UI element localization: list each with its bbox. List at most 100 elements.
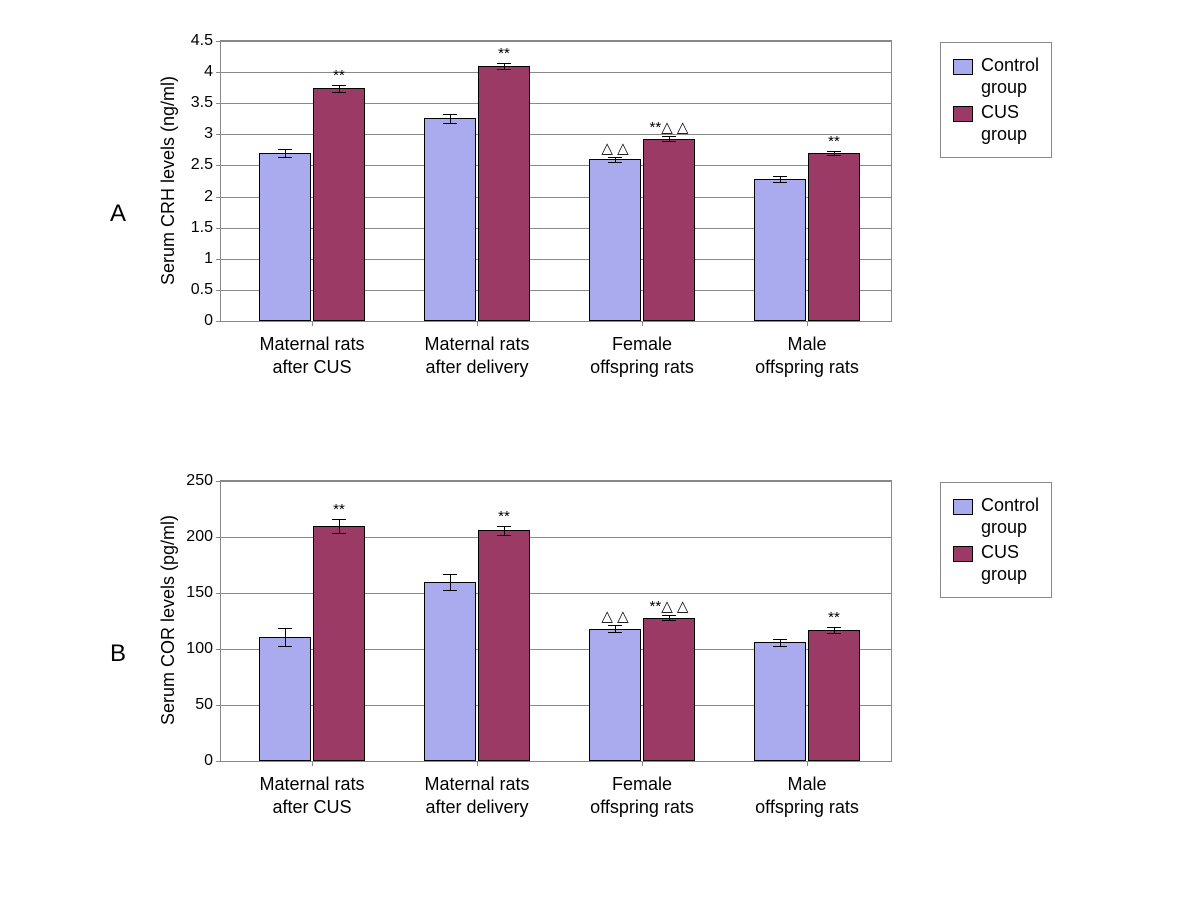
error-cap: [497, 63, 511, 64]
y-tick-label: 0: [204, 752, 221, 770]
y-tick-label: 4.5: [191, 32, 221, 50]
significance-marker: △ △: [601, 607, 628, 625]
gridline: [221, 72, 891, 73]
error-cap: [827, 633, 841, 634]
panel-a-legend: Control group CUS group: [940, 42, 1052, 158]
x-category-label: Maternal ratsafter CUS: [259, 321, 364, 378]
panel-a-chart: 00.511.522.533.544.5Maternal ratsafter C…: [220, 40, 892, 322]
panel-a-label: A: [110, 200, 126, 228]
error-bar: [450, 114, 451, 123]
error-cap: [497, 535, 511, 536]
x-category-label: Maternal ratsafter delivery: [424, 321, 529, 378]
legend-item-control-b: Control group: [953, 495, 1039, 538]
x-category-label: Femaleoffspring rats: [590, 321, 694, 378]
bar: [259, 153, 311, 321]
bar: [313, 88, 365, 321]
error-cap: [332, 533, 346, 534]
error-bar: [339, 85, 340, 92]
error-cap: [332, 519, 346, 520]
error-cap: [608, 157, 622, 158]
bar: [589, 629, 641, 761]
error-cap: [278, 157, 292, 158]
y-tick-label: 0: [204, 312, 221, 330]
bar: [808, 630, 860, 761]
legend-item-cus-b: CUS group: [953, 542, 1039, 585]
error-cap: [773, 176, 787, 177]
y-tick-label: 4: [204, 63, 221, 81]
bar: [754, 179, 806, 321]
significance-marker: **: [828, 609, 840, 626]
y-tick-label: 150: [186, 584, 221, 602]
error-cap: [278, 628, 292, 629]
error-bar: [285, 149, 286, 156]
error-cap: [827, 627, 841, 628]
error-cap: [662, 141, 676, 142]
legend-swatch-cus-b: [953, 546, 973, 562]
y-tick-label: 250: [186, 472, 221, 490]
y-tick-label: 0.5: [191, 281, 221, 299]
panel-a-y-title: Serum CRH levels (ng/ml): [158, 45, 179, 315]
error-bar: [780, 639, 781, 646]
bar: [643, 139, 695, 321]
bar: [478, 66, 530, 321]
error-cap: [662, 615, 676, 616]
significance-marker: **△ △: [650, 597, 689, 615]
y-tick-label: 2.5: [191, 156, 221, 174]
error-cap: [827, 151, 841, 152]
x-category-label: Maleoffspring rats: [755, 761, 859, 818]
legend-swatch-control-b: [953, 499, 973, 515]
significance-marker: **: [498, 508, 510, 525]
error-cap: [278, 646, 292, 647]
x-category-label: Maleoffspring rats: [755, 321, 859, 378]
error-cap: [497, 69, 511, 70]
error-bar: [285, 628, 286, 646]
bar: [313, 526, 365, 761]
legend-label-control: Control group: [981, 55, 1039, 98]
significance-marker: **△ △: [650, 118, 689, 136]
significance-marker: **: [333, 501, 345, 518]
y-tick-label: 1.5: [191, 219, 221, 237]
x-category-label: Maternal ratsafter CUS: [259, 761, 364, 818]
error-cap: [332, 85, 346, 86]
y-tick-label: 3: [204, 125, 221, 143]
legend-item-control: Control group: [953, 55, 1039, 98]
y-tick-label: 200: [186, 528, 221, 546]
error-cap: [443, 590, 457, 591]
error-cap: [497, 526, 511, 527]
error-bar: [450, 574, 451, 590]
error-cap: [608, 162, 622, 163]
y-tick-label: 2: [204, 188, 221, 206]
error-bar: [615, 625, 616, 632]
error-cap: [662, 620, 676, 621]
significance-marker: △ △: [601, 139, 628, 157]
error-cap: [443, 123, 457, 124]
panel-b-label: B: [110, 640, 126, 668]
gridline: [221, 481, 891, 482]
bar: [589, 159, 641, 321]
y-tick-label: 100: [186, 640, 221, 658]
panel-b-y-title: Serum COR levels (pg/ml): [158, 485, 179, 755]
error-cap: [332, 92, 346, 93]
y-tick-label: 1: [204, 250, 221, 268]
error-bar: [834, 627, 835, 634]
y-tick-label: 50: [195, 696, 221, 714]
error-cap: [443, 574, 457, 575]
error-cap: [662, 136, 676, 137]
error-cap: [608, 625, 622, 626]
legend-label-cus-b: CUS group: [981, 542, 1027, 585]
error-cap: [773, 639, 787, 640]
error-cap: [773, 182, 787, 183]
bar: [478, 530, 530, 761]
y-tick-label: 3.5: [191, 94, 221, 112]
legend-label-cus: CUS group: [981, 102, 1027, 145]
bar: [754, 642, 806, 761]
bar: [259, 637, 311, 761]
error-cap: [608, 632, 622, 633]
significance-marker: **: [333, 67, 345, 84]
panel-b-legend: Control group CUS group: [940, 482, 1052, 598]
significance-marker: **: [828, 133, 840, 150]
panel-b-chart: 050100150200250Maternal ratsafter CUS**M…: [220, 480, 892, 762]
legend-item-cus: CUS group: [953, 102, 1039, 145]
legend-label-control-b: Control group: [981, 495, 1039, 538]
error-bar: [339, 519, 340, 532]
